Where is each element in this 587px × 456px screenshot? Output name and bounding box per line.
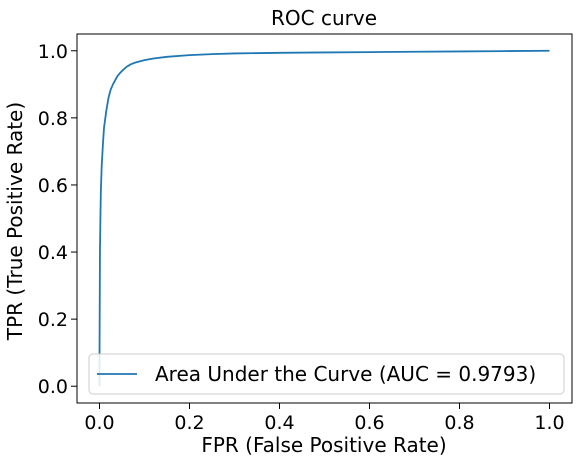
y-tick-label: 0.2 [38,309,68,331]
plot-frame [76,33,573,404]
y-axis-title: TPR (True Positive Rate) [3,102,27,341]
y-tick-label: 1.0 [38,41,68,63]
x-tick-label: 0.8 [444,412,474,434]
series-line-0 [98,49,550,387]
legend-label: Area Under the Curve (AUC = 0.9793) [155,362,536,386]
x-axis-title: FPR (False Positive Rate) [201,433,446,456]
y-tick-label: 0.4 [38,242,68,264]
x-tick-label: 0.2 [174,412,204,434]
x-tick-label: 1.0 [534,412,564,434]
plot-area: 0.0 0.2 0.4 0.6 0.8 1.0 0.0 0.2 0.4 0.6 0.8 1.0 Area… [38,33,573,434]
y-tick-label: 0.6 [38,175,68,197]
y-tick-label: 0.8 [38,108,68,130]
chart-title: ROC curve [271,6,377,30]
y-tick-label: 0.0 [38,376,68,398]
x-tick-label: 0.0 [84,412,114,434]
legend-box [88,353,565,395]
x-tick-label: 0.4 [264,412,294,434]
x-tick-label: 0.6 [354,412,384,434]
